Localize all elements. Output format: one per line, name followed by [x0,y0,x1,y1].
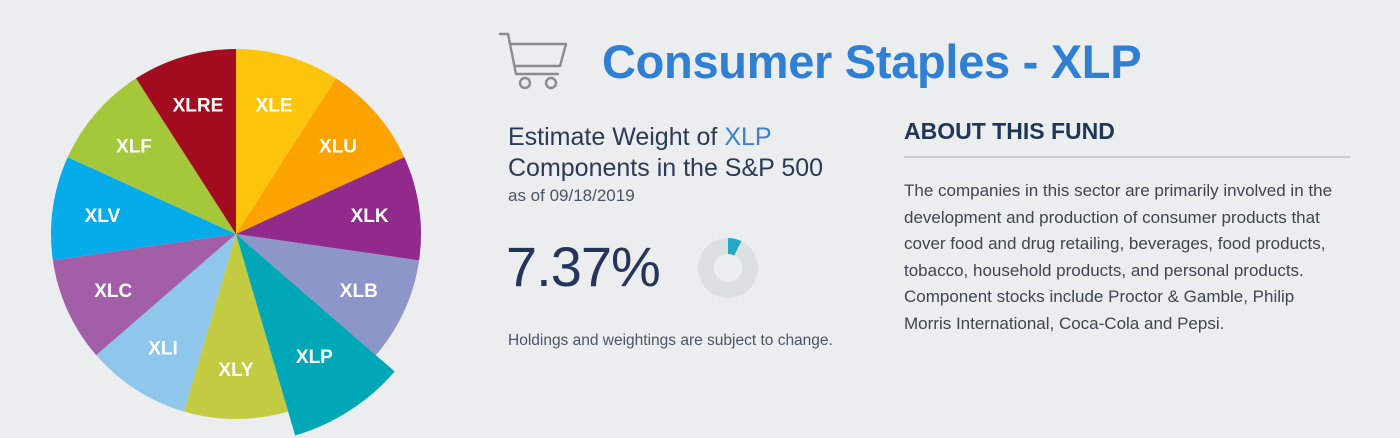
pie-slice-xlre [135,49,236,234]
weight-heading-prefix: Estimate Weight of [508,123,718,151]
pie-slice-xlu [236,78,405,234]
pie-label-xlf: XLF [116,137,152,158]
pie-svg: XLE XLU XLK XLB XLP XLY XLI XLC XLV XLF XLRE [50,49,422,436]
pie-label-xly: XLY [218,360,254,381]
pie-slice-xlb [236,234,420,356]
about-divider [904,156,1350,158]
page-title: Consumer Staples - XLP [602,35,1142,88]
weight-heading-suffix: Components in the S&P 500 [508,154,824,182]
weight-percentage: 7.37% [506,235,661,298]
pie-label-xle: XLE [256,95,293,116]
pie-slice-xlv [50,157,236,261]
about-heading: ABOUT THIS FUND [904,118,1115,144]
pie-label-xlk: XLK [351,206,389,227]
pie-label-xlp: XLP [296,347,333,368]
pie-label-xli: XLI [148,339,178,360]
pie-slice-xlk [236,157,422,261]
disclaimer-text: Holdings and weightings are subject to c… [508,332,833,349]
weight-heading-ticker: XLP [724,123,772,151]
pie-slice-xlf [67,78,236,234]
sector-pie-chart: XLE XLU XLK XLB XLP XLY XLI XLC XLV XLF XLRE [0,0,480,438]
pie-label-xlb: XLB [340,281,378,302]
weight-donut-chart [698,238,758,298]
pie-label-xlu: XLU [319,137,357,158]
pie-label-xlv: XLV [85,206,121,227]
weight-heading: Estimate Weight of XLP Components in the… [508,122,868,184]
shopping-cart-icon [498,32,568,90]
as-of-date: as of 09/18/2019 [508,186,635,205]
pie-slice-xlp [236,234,395,436]
pie-slice-xlc [52,234,237,356]
about-description: The companies in this sector are primari… [904,181,1333,333]
pie-slice-xle [236,49,337,234]
pie-slice-xly [183,234,289,419]
pie-label-xlc: XLC [94,281,132,302]
weight-donut-arc [727,238,742,256]
pie-label-xlre: XLRE [173,95,224,116]
pie-slice-xli [96,234,236,412]
